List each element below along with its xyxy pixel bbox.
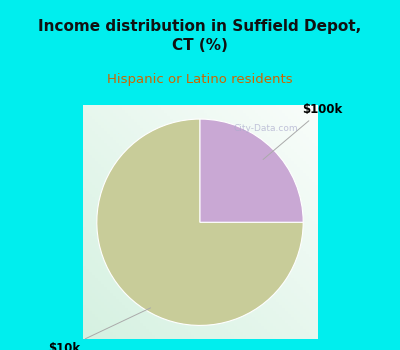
Text: City-Data.com: City-Data.com — [233, 124, 298, 133]
Wedge shape — [200, 119, 303, 222]
Text: Hispanic or Latino residents: Hispanic or Latino residents — [107, 73, 293, 86]
Text: $10k: $10k — [48, 308, 150, 350]
Text: $100k: $100k — [263, 103, 342, 160]
Text: Income distribution in Suffield Depot,
CT (%): Income distribution in Suffield Depot, C… — [38, 19, 362, 52]
Wedge shape — [97, 119, 303, 326]
